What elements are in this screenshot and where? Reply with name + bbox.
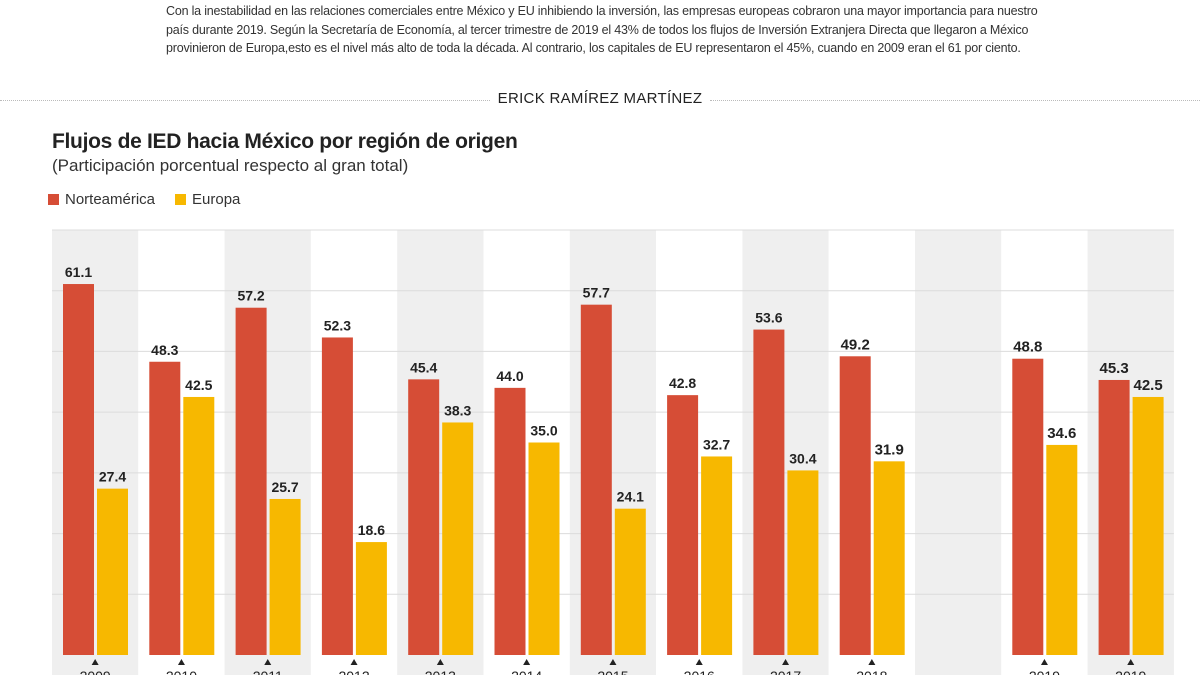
chart-title: Flujos de IED hacia México por región de… [52,130,518,153]
bar-europa [183,396,215,655]
data-label: 42.5 [185,377,212,393]
data-label: 48.3 [151,342,178,358]
tick-marker [1127,659,1135,665]
data-label: 34.6 [1047,425,1076,442]
x-tick-label: 2009 [80,668,111,675]
tick-marker [177,659,185,665]
bar-norteamerica [235,307,267,655]
bar-europa [787,470,819,655]
legend-swatch [48,194,59,205]
bar-europa [1046,444,1078,655]
data-label: 57.2 [237,288,264,304]
tick-marker [264,659,272,665]
data-label: 42.5 [1133,377,1162,394]
data-label: 24.1 [617,489,644,505]
x-tick-label: 2013 [425,668,456,675]
bar-norteamerica [63,284,94,655]
tick-marker [91,659,99,665]
data-label: 38.3 [444,402,471,418]
tick-marker [695,659,703,665]
tick-marker [609,659,617,665]
data-label: 48.8 [1013,339,1042,356]
divider [0,100,490,101]
bar-norteamerica [149,361,181,655]
bar-norteamerica [408,379,440,655]
legend-label: Norteamérica [65,191,156,208]
bar-norteamerica [1098,379,1130,655]
divider [710,100,1200,101]
chart-subtitle: (Participación porcentual respecto al gr… [52,156,409,175]
tick-marker [1040,659,1048,665]
bar-norteamerica [321,337,353,655]
data-label: 35.0 [530,423,557,439]
data-label: 30.4 [789,450,816,466]
data-label: 61.1 [65,264,92,280]
data-label: 42.8 [669,375,696,391]
bar-europa [1132,396,1164,655]
tick-marker [868,659,876,665]
bar-norteamerica [667,395,699,655]
bar-norteamerica [839,356,871,655]
tick-marker [350,659,358,665]
byline: ERICK RAMÍREZ MARTÍNEZ [497,90,703,107]
data-label: 52.3 [324,317,351,333]
x-tick-label: 2010 [166,668,197,675]
bar-europa [701,456,733,655]
data-label: 45.3 [1099,360,1128,377]
data-label: 31.9 [875,441,904,458]
bar-europa [269,498,301,655]
bar-norteamerica [494,387,526,655]
bar-europa [873,461,905,655]
data-label: 27.4 [99,469,126,485]
data-label: 45.4 [410,359,437,375]
data-label: 44.0 [496,368,523,384]
data-label: 32.7 [703,436,730,452]
byline-row: ERICK RAMÍREZ MARTÍNEZ [0,90,1200,110]
x-tick-label: 2014 [511,668,542,675]
x-tick-label: 2017 [770,668,801,675]
x-tick-label: 2019 [1115,668,1146,675]
bar-europa [528,442,560,655]
tick-marker [523,659,531,665]
bar-norteamerica [580,304,612,655]
legend-label: Europa [192,191,241,208]
x-tick-label: 2019 [1029,668,1060,675]
data-label: 25.7 [271,479,298,495]
data-label: 18.6 [358,522,385,538]
data-label: 53.6 [755,310,782,326]
data-label: 49.2 [841,336,870,353]
legend: Norteamérica Europa [48,191,240,208]
column-background [915,230,1002,675]
x-tick-label: 2011 [253,668,283,675]
legend-item-europa: Europa [175,191,240,208]
intro-paragraph: Con la inestabilidad en las relaciones c… [166,4,1038,55]
data-label: 57.7 [583,285,610,301]
x-tick-label: 2012 [338,668,369,675]
bar-europa [97,488,128,655]
bar-europa [355,542,387,655]
bar-europa [614,508,646,655]
legend-swatch [175,194,187,205]
x-tick-label: 2018 [856,668,887,675]
x-tick-label: 2015 [597,668,628,675]
bar-europa [442,422,474,655]
tick-marker [436,659,444,665]
x-tick-label: 2016 [684,668,715,675]
bar-norteamerica [1012,358,1044,655]
bar-norteamerica [753,329,785,655]
legend-item-norteamerica: Norteamérica [48,191,155,208]
tick-marker [782,659,790,665]
